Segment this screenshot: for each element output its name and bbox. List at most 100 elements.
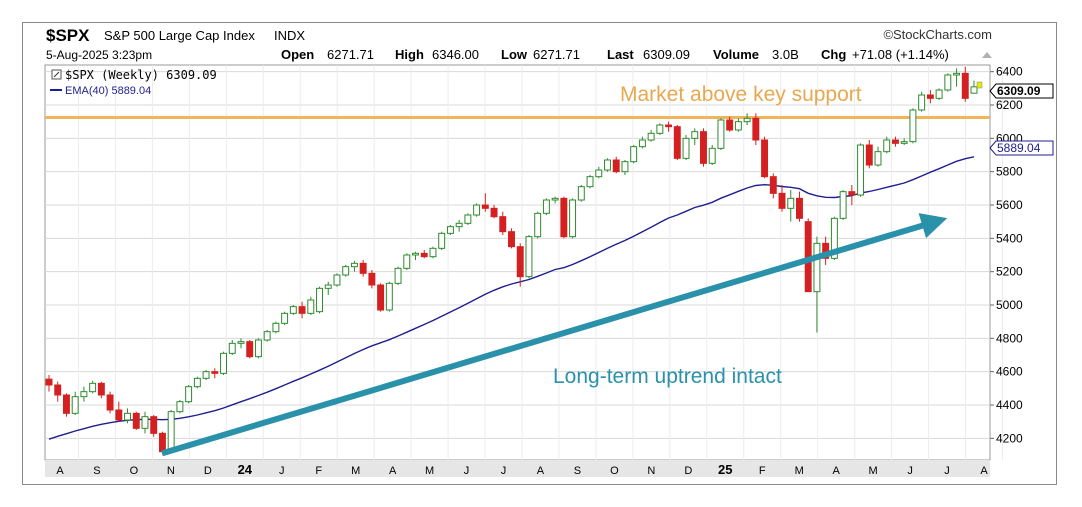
collapse-up-icon[interactable] (982, 52, 992, 58)
y-tick-label: 5600 (996, 198, 1023, 212)
candle-body (385, 282, 393, 311)
high-label: High (395, 47, 424, 62)
candle (106, 391, 114, 414)
candle (595, 166, 603, 179)
candle-body (630, 146, 638, 163)
candle (446, 225, 454, 235)
candle (508, 228, 515, 249)
candle-body (857, 144, 865, 196)
candle (918, 91, 926, 112)
x-tick-label: M (425, 465, 434, 477)
candle-body (796, 197, 803, 219)
candle-body (167, 411, 175, 453)
candle-body (848, 191, 856, 196)
candle (796, 191, 803, 222)
candle (124, 408, 132, 424)
x-tick-label: M (351, 465, 360, 477)
x-tick-label: J (907, 465, 913, 477)
candle (525, 235, 533, 279)
candle (307, 296, 315, 315)
candle (804, 218, 812, 293)
candle (961, 66, 969, 102)
ema-price-tag: 5889.04 (989, 140, 1054, 156)
candle-body (499, 216, 507, 233)
candle-body (237, 341, 245, 344)
candle (560, 196, 568, 239)
candle-body (106, 394, 114, 411)
candle-body (813, 242, 821, 293)
x-tick-label: J (501, 465, 507, 477)
candle (359, 260, 367, 277)
x-tick-label: J (464, 465, 470, 477)
candle (743, 113, 751, 125)
candle-body (953, 72, 961, 76)
candle (185, 385, 193, 404)
x-tick-label: O (610, 465, 619, 477)
x-tick-label: A (537, 465, 545, 477)
candle-body (193, 377, 201, 388)
symbol-title: $SPX (46, 26, 90, 45)
candle (848, 185, 856, 205)
candle-body (446, 226, 454, 234)
candle-body (673, 126, 681, 159)
candle-body (918, 94, 926, 111)
candle-body (429, 247, 437, 258)
candle-body (551, 197, 559, 201)
candle (202, 370, 210, 380)
candle-body (71, 396, 79, 414)
candle (298, 301, 306, 319)
candle-body (787, 197, 795, 209)
candle-body (752, 117, 760, 141)
candle-body (700, 131, 707, 164)
candle (839, 190, 847, 220)
candle (324, 281, 332, 295)
index-name: S&P 500 Large Cap Index (104, 28, 255, 43)
candle (220, 351, 227, 375)
candle-body (62, 394, 70, 414)
candle-body (158, 432, 166, 453)
candle (289, 305, 297, 315)
x-tick-label: M (869, 465, 878, 477)
candle (45, 375, 53, 392)
candles (45, 66, 983, 454)
low-value: 6271.71 (533, 47, 580, 62)
ema-layer (48, 156, 975, 440)
candle-body (743, 117, 751, 123)
candle-body (228, 342, 236, 354)
candle-body (438, 232, 446, 249)
candle-body (874, 151, 882, 166)
candle-body (726, 119, 734, 131)
candle-body (342, 266, 350, 276)
candle-body (691, 131, 699, 139)
candle (333, 273, 341, 287)
x-tick-label: F (759, 465, 766, 477)
x-tick-label: S (574, 465, 581, 477)
candle-body (124, 412, 132, 421)
candle (499, 211, 507, 235)
candle-body (560, 197, 568, 238)
last-value: 6309.09 (643, 47, 690, 62)
x-tick-label: 24 (238, 462, 253, 477)
candle-body (638, 139, 646, 148)
candle-body (612, 159, 620, 173)
candle (569, 198, 577, 239)
candle (926, 90, 934, 104)
high-value: 6346.00 (432, 47, 479, 62)
candle (761, 136, 769, 179)
volume-value: 3.0B (772, 47, 799, 62)
candle (647, 130, 655, 142)
candle (394, 266, 402, 285)
y-tick-label: 4200 (996, 431, 1023, 445)
candle (150, 415, 158, 437)
candle (752, 113, 760, 145)
candle (89, 380, 97, 394)
y-tick-label: 5800 (996, 165, 1023, 179)
candle (385, 281, 393, 312)
candle (656, 123, 664, 135)
x-tick-label: M (795, 465, 804, 477)
candle-body (926, 94, 934, 99)
candle (726, 116, 734, 132)
y-tick-label: 4800 (996, 331, 1023, 345)
candle-body (778, 192, 786, 209)
